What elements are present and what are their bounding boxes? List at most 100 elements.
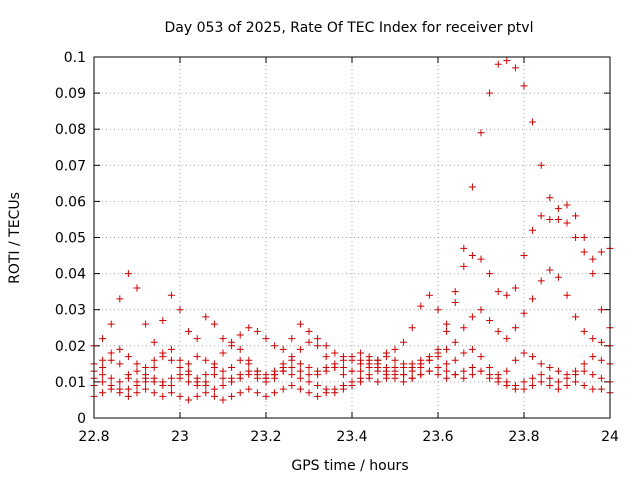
data-point (434, 363, 442, 371)
data-point (219, 335, 227, 343)
chart-title: Day 053 of 2025, Rate Of TEC Index for r… (165, 20, 534, 36)
data-point (176, 392, 184, 400)
x-tick-label: 23.4 (336, 429, 367, 445)
data-point (107, 349, 115, 357)
grid-lines (94, 57, 610, 418)
data-point (357, 349, 365, 357)
data-point (537, 212, 545, 220)
data-point (563, 201, 571, 209)
x-tick-label: 24 (601, 429, 619, 445)
data-point (116, 378, 124, 386)
data-point (331, 389, 339, 397)
data-point (116, 295, 124, 303)
data-point (245, 360, 253, 368)
data-point (296, 345, 304, 353)
data-point (150, 338, 158, 346)
data-point (580, 382, 588, 390)
data-point (443, 327, 451, 335)
data-point (348, 353, 356, 361)
data-point (408, 324, 416, 332)
data-point (124, 270, 132, 278)
data-point (589, 385, 597, 393)
data-point (434, 371, 442, 379)
data-point (228, 363, 236, 371)
data-point (425, 356, 433, 364)
data-point (597, 248, 605, 256)
data-point (468, 363, 476, 371)
data-point (400, 371, 408, 379)
data-point (572, 371, 580, 379)
data-point (554, 273, 562, 281)
data-point (296, 385, 304, 393)
data-point (142, 320, 150, 328)
data-point (563, 382, 571, 390)
x-tick-label: 22.8 (78, 429, 109, 445)
data-point (210, 385, 218, 393)
data-point (305, 327, 313, 335)
data-point (176, 371, 184, 379)
data-point (331, 360, 339, 368)
data-point (210, 320, 218, 328)
data-point (529, 353, 537, 361)
data-point (503, 378, 511, 386)
data-point (228, 338, 236, 346)
data-point (468, 371, 476, 379)
data-point (546, 215, 554, 223)
data-point (348, 367, 356, 375)
data-point (262, 378, 270, 386)
data-point (159, 349, 167, 357)
axis-ticks: 0 0.01 0.02 0.03 0.04 0.05 0.06 0.07 0.08 0.09 0.1… (55, 50, 619, 445)
data-point (202, 378, 210, 386)
data-point (159, 317, 167, 325)
data-point (520, 385, 528, 393)
data-point (468, 345, 476, 353)
data-point (245, 385, 253, 393)
data-point (529, 374, 537, 382)
data-point (580, 327, 588, 335)
y-tick-label: 0.09 (55, 86, 86, 102)
data-point (520, 309, 528, 317)
data-point (150, 356, 158, 364)
data-point (589, 335, 597, 343)
data-point (537, 277, 545, 285)
data-point (193, 382, 201, 390)
data-point (339, 356, 347, 364)
data-point (460, 244, 468, 252)
data-point (554, 215, 562, 223)
data-point (597, 374, 605, 382)
data-point (339, 385, 347, 393)
data-point (572, 234, 580, 241)
data-point (99, 356, 107, 364)
data-point (107, 356, 115, 364)
data-point (245, 324, 253, 332)
data-point (520, 82, 528, 90)
data-point (529, 382, 537, 390)
data-point (262, 392, 270, 400)
data-point (511, 64, 519, 72)
data-point (580, 360, 588, 368)
x-tick-label: 23.6 (422, 429, 453, 445)
data-point (477, 129, 485, 137)
data-point (589, 255, 597, 263)
y-tick-label: 0.05 (55, 231, 86, 247)
data-point (210, 363, 218, 371)
data-point (572, 313, 580, 321)
data-point (589, 270, 597, 278)
data-point (279, 360, 287, 368)
data-point (167, 291, 175, 299)
data-point (262, 335, 270, 343)
data-point (529, 118, 537, 126)
data-point (99, 389, 107, 397)
data-point (460, 367, 468, 375)
data-point (322, 342, 330, 350)
data-point (236, 331, 244, 339)
data-point (99, 335, 107, 343)
data-point (296, 374, 304, 382)
data-point (365, 353, 373, 361)
data-point (296, 360, 304, 368)
data-point (434, 306, 442, 314)
y-axis-label: ROTI / TECUs (7, 192, 23, 284)
series-satellite-d (90, 363, 614, 404)
data-point (279, 367, 287, 375)
data-point (460, 262, 468, 270)
